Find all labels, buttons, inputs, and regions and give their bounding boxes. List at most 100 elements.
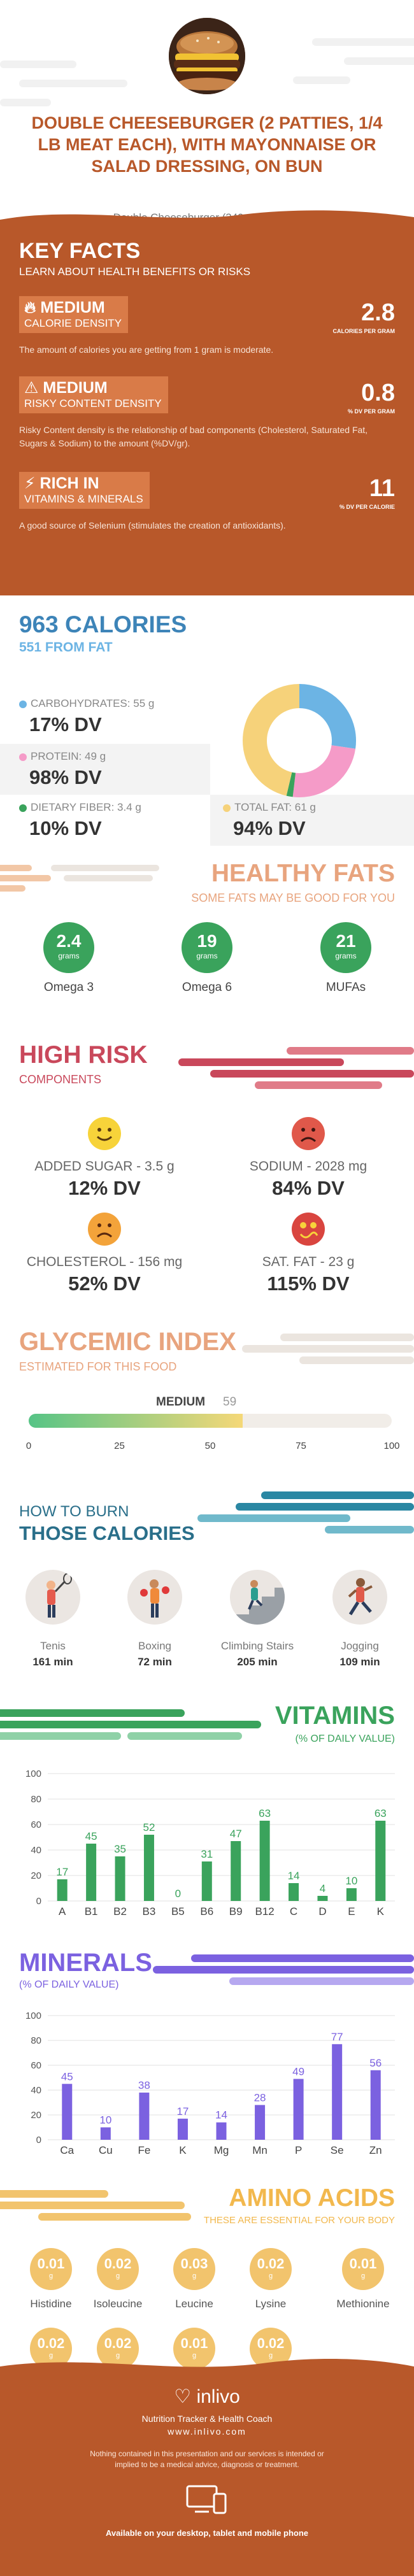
amino-label-isoleucine: Isoleucine (93, 2298, 143, 2310)
calorie-density-tag: 🔥︎ MEDIUM CALORIE DENSITY (19, 296, 129, 333)
omega3-label: Omega 3 (43, 981, 94, 994)
amino-unit: g (48, 2272, 54, 2280)
bar-B6 (201, 1861, 212, 1901)
y-tick-label: 40 (31, 1845, 41, 1856)
data-label-A: 17 (56, 1866, 68, 1878)
vitamins-decorations (0, 1709, 261, 1740)
bar-K (375, 1821, 386, 1901)
footer-wave (0, 2358, 414, 2379)
glycemic-subtitle: ESTIMATED FOR THIS FOOD (19, 1360, 177, 1373)
footer-url[interactable]: www.inlivo.com (168, 2426, 246, 2437)
amino-unit: g (268, 2272, 273, 2280)
x-tick-label-B5: B5 (171, 1905, 185, 1918)
bar-B3 (143, 1835, 154, 1901)
heart-logo-icon: ♡ (174, 2386, 192, 2407)
burn-title-line1: HOW TO BURN (19, 1503, 129, 1520)
footer-available: Available on your desktop, tablet and mo… (105, 2528, 309, 2538)
risky-content-tag: ⚠ MEDIUM RISKY CONTENT DENSITY (19, 376, 168, 413)
x-tick-label-Fe: Fe (138, 2144, 150, 2156)
footer-disclaimer: Nothing contained in this presentation a… (90, 2449, 324, 2469)
data-label-B3: 52 (143, 1821, 155, 1833)
happy-face-icon (88, 1117, 121, 1150)
bar-B1 (86, 1844, 97, 1901)
bar-C (289, 1883, 299, 1901)
key-facts-section: KEY FACTS LEARN ABOUT HEALTH BENEFITS OR… (0, 210, 414, 595)
x-tick-label-P: P (295, 2144, 302, 2156)
stairs-minutes: 205 min (237, 1656, 278, 1668)
devices-icon (186, 2485, 227, 2514)
stairs-label: Climbing Stairs (220, 1640, 294, 1652)
protein-block (0, 744, 210, 795)
omega6-circle: 19 grams (182, 922, 232, 973)
donut-protein-slice (243, 684, 356, 797)
donut-fat-slice (243, 684, 356, 797)
amino-unit: g (192, 2272, 197, 2280)
tennis-icon (25, 1570, 80, 1625)
sat-fat-dv: 115% DV (267, 1272, 350, 1295)
wave-divider (0, 210, 414, 231)
amino-value: 0.02 (104, 2256, 132, 2272)
x-tick-label-B12: B12 (255, 1905, 275, 1918)
cholesterol-dv: 52% DV (68, 1272, 141, 1295)
vitamins-minerals-tag: ⚡︎ RICH IN VITAMINS & MINERALS (19, 472, 150, 509)
calories-title: 963 CALORIES (19, 611, 187, 637)
added-sugar-label: ADDED SUGAR - 3.5 g (34, 1159, 175, 1174)
x-tick-label-K: K (179, 2144, 187, 2156)
stairs-icon (230, 1570, 285, 1625)
fiber-dv: 10% DV (29, 817, 102, 839)
amino-title: AMINO ACIDS (229, 2184, 395, 2212)
x-tick-label-B3: B3 (143, 1905, 156, 1918)
amino-label-methionine: Methionine (336, 2298, 390, 2310)
data-label-Mg: 14 (215, 2109, 227, 2121)
omega3-circle: 2.4 grams (43, 922, 94, 973)
bar-Mg (216, 2122, 227, 2140)
fats-decorations (0, 865, 159, 892)
protein-label: PROTEIN: 49 g (19, 750, 106, 763)
fiber-label: DIETARY FIBER: 3.4 g (19, 801, 141, 814)
data-label-B9: 47 (230, 1828, 242, 1840)
bar-E (346, 1888, 357, 1901)
x-tick-label-Se: Se (331, 2144, 344, 2156)
healthy-fats-title: HEALTHY FATS (211, 860, 395, 887)
minerals-subtitle: (% OF DAILY VALUE) (19, 1979, 119, 1990)
amino-value: 0.02 (37, 2335, 65, 2351)
bar-Ca (62, 2084, 73, 2140)
y-tick-label: 20 (31, 2110, 41, 2121)
x-tick-label-D: D (318, 1905, 326, 1918)
vitamins-subtitle: (% OF DAILY VALUE) (295, 1733, 395, 1744)
header: DOUBLE CHEESEBURGER (2 PATTIES, 1/4 LB M… (0, 0, 414, 210)
fat-dv: 94% DV (233, 817, 306, 839)
y-tick-label: 80 (31, 2035, 41, 2046)
data-label-Cu: 10 (99, 2114, 111, 2126)
y-tick-label: 60 (31, 1819, 41, 1830)
risk-decorations (178, 1047, 414, 1089)
calorie-density-value: 2.8 (361, 299, 395, 326)
sat-fat-label: SAT. FAT - 23 g (262, 1255, 355, 1269)
burn-title-line2: THOSE CALORIES (19, 1522, 195, 1544)
data-label-D: 4 (320, 1882, 325, 1895)
sodium-dv: 84% DV (272, 1177, 345, 1199)
amino-circle-threonine: 0.02 g (97, 2328, 139, 2370)
data-label-B1: 45 (85, 1830, 97, 1842)
data-label-Mn: 28 (254, 2091, 266, 2103)
amino-circle-methionine: 0.01 g (342, 2248, 384, 2290)
y-tick-label: 0 (36, 2135, 41, 2145)
y-tick-label: 40 (31, 2085, 41, 2096)
amino-circle-histidine: 0.01 g (30, 2248, 72, 2290)
amino-value: 0.01 (349, 2256, 377, 2272)
data-label-B6: 31 (201, 1848, 213, 1860)
data-label-C: 14 (288, 1870, 300, 1882)
bar-Se (332, 2044, 343, 2140)
y-tick-label: 100 (25, 1768, 41, 1779)
vitamins-minerals-unit: % DV PER CALORIE (339, 504, 395, 510)
fiber-dot-icon (19, 804, 27, 812)
x-tick-label-Zn: Zn (369, 2144, 382, 2156)
jogging-label: Jogging (341, 1640, 379, 1652)
vitamins-bar-chart: 0 20 40 60 80 100 17 A 45 B1 35 B2 52 B3 0 B5 31 B6 47 B9 63… (25, 1768, 395, 1918)
x-tick-label-Mn: Mn (252, 2144, 268, 2156)
x-tick-label-E: E (348, 1905, 355, 1918)
glycemic-tick-label: 0 (25, 1441, 32, 1451)
key-facts-title: KEY FACTS (19, 239, 141, 263)
vitamins-title: VITAMINS (275, 1702, 395, 1730)
vitamins-minerals-desc: A good source of Selenium (stimulates th… (19, 520, 286, 530)
